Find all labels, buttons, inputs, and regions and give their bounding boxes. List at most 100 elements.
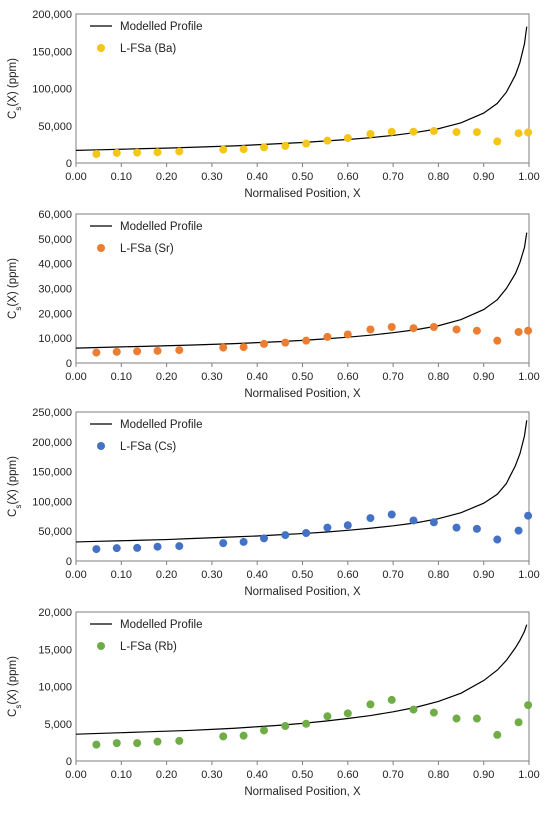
x-tick-label: 0.30: [201, 769, 222, 781]
data-point-l-fsa-rb: [409, 705, 418, 714]
data-point-l-fsa-sr: [343, 330, 352, 339]
x-tick-label: 0.30: [201, 569, 222, 581]
x-tick-label: 0.00: [65, 371, 86, 383]
data-point-l-fsa-ba: [366, 129, 375, 138]
x-tick-label: 0.20: [156, 769, 177, 781]
y-axis-label-main: C: [7, 311, 19, 319]
data-point-l-fsa-sr: [175, 346, 184, 355]
data-point-l-fsa-ba: [493, 137, 502, 146]
data-point-l-fsa-sr: [302, 336, 311, 345]
data-point-l-fsa-rb: [514, 718, 523, 727]
data-point-l-fsa-rb: [387, 695, 396, 704]
data-point-l-fsa-sr: [112, 347, 121, 356]
x-tick-label: 0.90: [473, 569, 494, 581]
x-tick-label: 1.00: [518, 769, 539, 781]
y-tick-label: 10,000: [38, 682, 72, 694]
data-point-l-fsa-sr: [387, 322, 396, 331]
data-point-l-fsa-cs: [112, 544, 121, 553]
x-tick-label: 0.10: [111, 371, 132, 383]
chart-panel-ba: 0 50,000 100,000 150,000 200,000 0.00 0.10 0.20…: [7, 9, 540, 200]
legend-marker-swatch: [97, 244, 105, 252]
data-point-l-fsa-sr: [239, 343, 248, 352]
y-tick-label: 200,000: [32, 437, 72, 449]
y-tick-label: 60,000: [38, 209, 72, 221]
data-point-l-fsa-ba: [409, 127, 418, 136]
x-tick-label: 0.70: [382, 371, 403, 383]
x-tick-label: 0.70: [382, 569, 403, 581]
y-tick-label: 0: [66, 358, 72, 370]
data-point-l-fsa-rb: [524, 701, 533, 710]
data-point-l-fsa-sr: [514, 327, 523, 336]
data-point-l-fsa-cs: [472, 524, 481, 533]
data-point-l-fsa-sr: [493, 336, 502, 345]
data-point-l-fsa-cs: [259, 534, 268, 543]
data-point-l-fsa-sr: [323, 332, 332, 341]
x-tick-label: 0.50: [292, 171, 313, 183]
data-point-l-fsa-cs: [239, 537, 248, 546]
x-tick-label: 0.70: [382, 171, 403, 183]
y-tick-label: 20,000: [38, 607, 72, 619]
plot-frame: [75, 13, 530, 164]
data-point-l-fsa-sr: [452, 325, 461, 334]
data-point-l-fsa-ba: [153, 148, 162, 157]
y-axis-label-subscript: s: [14, 307, 23, 311]
legend-label-l-fsa-sr: L-FSa (Sr): [120, 243, 174, 255]
modelled-profile-line: [75, 624, 528, 735]
y-axis-label: Cs(X) (ppm): [7, 656, 23, 717]
y-axis-label-main: C: [7, 709, 19, 717]
legend-label-modelled-profile: Modelled Profile: [120, 21, 202, 33]
data-point-l-fsa-cs: [323, 523, 332, 532]
y-tick-label: 10,000: [38, 333, 72, 345]
data-point-l-fsa-rb: [175, 736, 184, 745]
x-tick-label: 0.80: [428, 569, 449, 581]
x-tick-label: 0.20: [156, 171, 177, 183]
x-tick-label: 0.10: [111, 569, 132, 581]
data-point-l-fsa-ba: [281, 141, 290, 150]
data-point-l-fsa-ba: [239, 145, 248, 154]
x-tick-label: 0.00: [65, 569, 86, 581]
data-point-l-fsa-ba: [524, 128, 533, 137]
y-axis-label-main: C: [7, 111, 19, 119]
data-point-l-fsa-cs: [524, 511, 533, 520]
data-point-l-fsa-rb: [112, 739, 121, 748]
data-point-l-fsa-sr: [281, 338, 290, 347]
data-point-l-fsa-rb: [302, 719, 311, 728]
x-tick-label: 1.00: [518, 569, 539, 581]
y-tick-label: 0: [66, 756, 72, 768]
x-tick-label: 0.50: [292, 569, 313, 581]
x-tick-label: 0.60: [337, 569, 358, 581]
data-point-l-fsa-sr: [133, 347, 142, 356]
x-tick-label: 0.10: [111, 769, 132, 781]
x-tick-label: 0.30: [201, 171, 222, 183]
data-point-l-fsa-cs: [219, 539, 228, 548]
data-point-l-fsa-cs: [343, 521, 352, 530]
chart-panel-cs: 0 50,000 100,000 150,000 200,000 250,000 0.00 0…: [7, 407, 540, 598]
data-point-l-fsa-ba: [219, 145, 228, 154]
x-tick-label: 0.20: [156, 371, 177, 383]
x-tick-label: 0.90: [473, 371, 494, 383]
legend-marker-swatch: [97, 44, 105, 52]
data-point-l-fsa-sr: [409, 324, 418, 333]
data-point-l-fsa-rb: [92, 740, 101, 749]
x-tick-label: 0.90: [473, 769, 494, 781]
data-point-l-fsa-ba: [452, 128, 461, 137]
x-axis-label: Normalised Position, X: [244, 586, 361, 598]
legend-marker-swatch: [97, 642, 105, 650]
x-tick-label: 0.30: [201, 371, 222, 383]
y-tick-label: 5,000: [44, 719, 72, 731]
x-axis-label: Normalised Position, X: [244, 388, 361, 400]
data-point-l-fsa-rb: [452, 714, 461, 723]
x-tick-label: 0.40: [246, 569, 267, 581]
y-tick-label: 40,000: [38, 259, 72, 271]
plot-frame: [75, 411, 530, 562]
x-tick-label: 0.00: [65, 171, 86, 183]
y-tick-label: 20,000: [38, 308, 72, 320]
y-tick-label: 15,000: [38, 644, 72, 656]
y-tick-label: 30,000: [38, 284, 72, 296]
data-point-l-fsa-rb: [133, 739, 142, 748]
data-point-l-fsa-ba: [92, 150, 101, 159]
x-tick-label: 1.00: [518, 371, 539, 383]
data-point-l-fsa-ba: [259, 143, 268, 152]
data-point-l-fsa-ba: [429, 126, 438, 135]
data-point-l-fsa-sr: [366, 325, 375, 334]
